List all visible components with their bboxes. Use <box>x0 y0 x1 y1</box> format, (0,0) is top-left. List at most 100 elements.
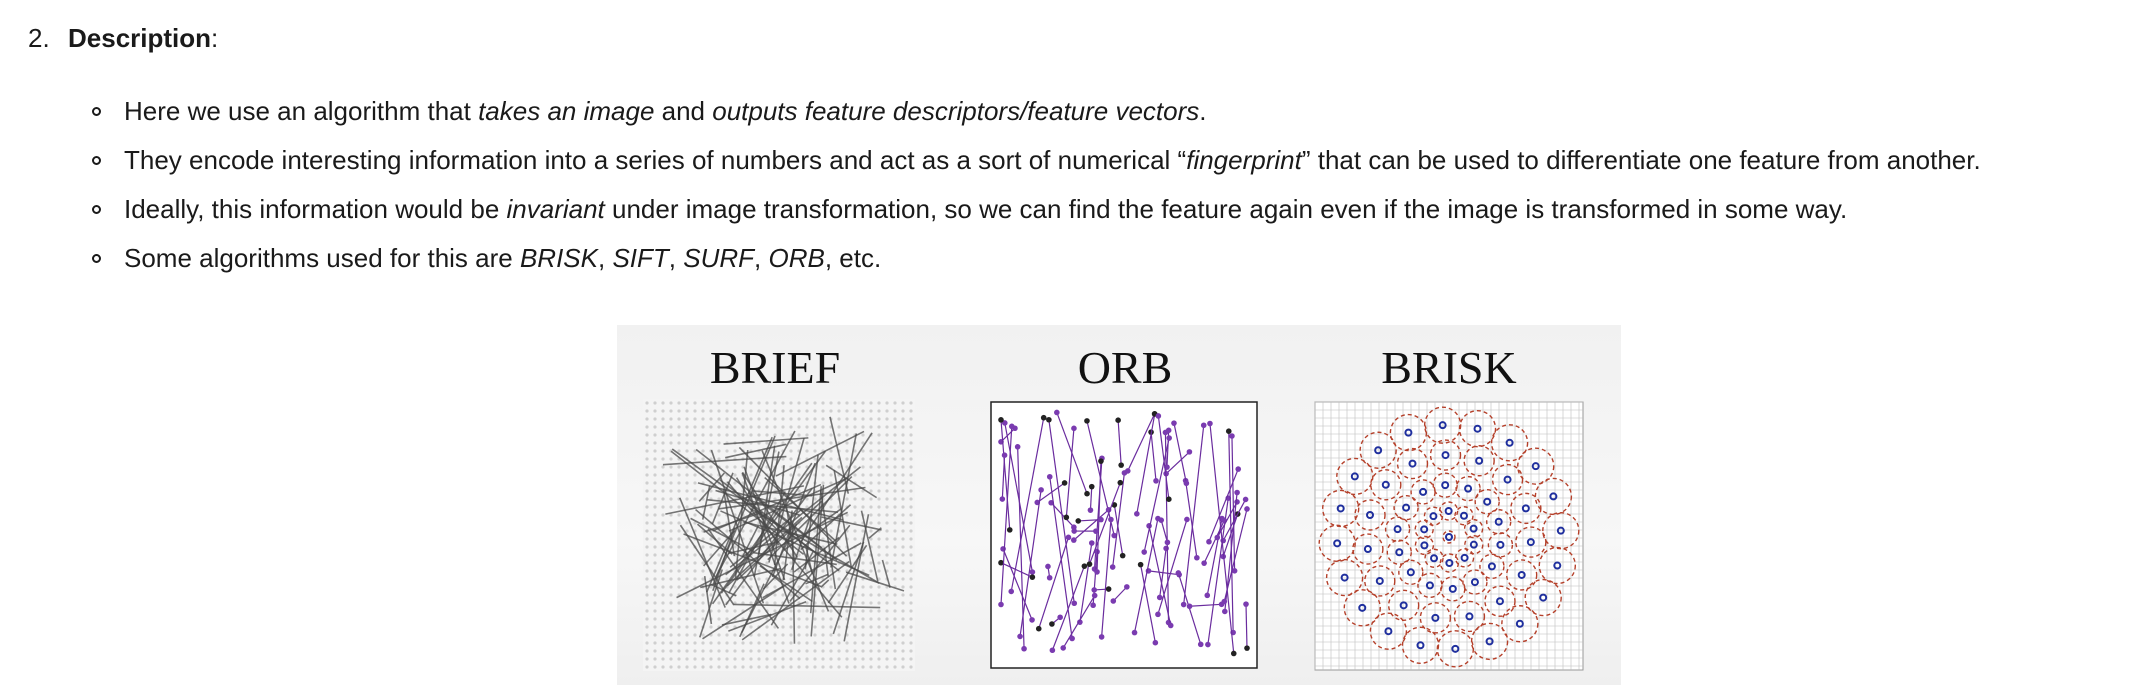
brisk-point <box>1445 558 1454 567</box>
brief-grid-dot <box>661 513 665 517</box>
brisk-point <box>1441 451 1450 460</box>
brief-grid-dot <box>805 401 809 405</box>
brief-grid-dot <box>869 665 873 669</box>
brief-grid-dot <box>661 465 665 469</box>
brief-grid-dot <box>773 625 777 629</box>
brief-grid-dot <box>677 481 681 485</box>
brief-grid-dot <box>821 649 825 653</box>
brief-grid-dot <box>885 529 889 533</box>
text: and <box>654 96 713 126</box>
orb-point <box>1060 645 1067 651</box>
brief-grid-dot <box>701 561 705 565</box>
orb-point <box>1244 506 1250 512</box>
brief-grid-dot <box>909 641 913 645</box>
bullet-icon <box>92 205 101 214</box>
orb-point <box>1065 534 1072 541</box>
brief-grid-dot <box>893 513 897 517</box>
brief-grid-dot <box>885 537 889 541</box>
brief-grid-dot <box>829 649 833 653</box>
brisk-ring <box>1542 511 1580 550</box>
brief-grid-dot <box>653 505 657 509</box>
brief-grid-dot <box>661 481 665 485</box>
brief-grid-dot <box>765 665 769 669</box>
brief-grid-dot <box>885 641 889 645</box>
brief-grid-dot <box>749 657 753 661</box>
brisk-point <box>1553 561 1562 570</box>
brief-grid-dot <box>789 417 793 421</box>
brief-grid-dot <box>861 425 865 429</box>
brief-grid-dot <box>669 617 673 621</box>
brief-grid-dot <box>877 545 881 549</box>
brief-grid-dot <box>645 497 649 501</box>
brief-grid-dot <box>813 417 817 421</box>
orb-point <box>1234 499 1240 505</box>
brief-grid-dot <box>709 433 713 437</box>
brief-grid-dot <box>909 561 913 565</box>
emphasis: outputs feature descriptors/feature vect… <box>712 96 1200 126</box>
brief-grid-dot <box>909 409 913 413</box>
brief-grid-dot <box>797 473 801 477</box>
brief-grid-dot <box>733 465 737 469</box>
brief-grid-dot <box>837 641 841 645</box>
brief-grid-dot <box>853 609 857 613</box>
orb-point <box>1155 515 1161 522</box>
brief-grid-dot <box>725 465 729 469</box>
brief-grid-dot <box>781 593 785 597</box>
brisk-ring <box>1490 424 1529 462</box>
brief-grid-dot <box>813 425 817 429</box>
brief-grid-dot <box>805 625 809 629</box>
brief-grid-dot <box>901 449 905 453</box>
brief-grid-dot <box>685 641 689 645</box>
brief-grid-dot <box>837 665 841 669</box>
brief-grid-dot <box>829 481 833 485</box>
brief-grid-dot <box>901 577 905 581</box>
brief-grid-dot <box>645 457 649 461</box>
brief-grid-dot <box>797 617 801 621</box>
orb-pair-line <box>1078 519 1102 522</box>
brief-grid-dot <box>709 505 713 509</box>
brisk-point <box>1473 424 1482 433</box>
brief-grid-dot <box>669 593 673 597</box>
brief-grid-dot <box>645 577 649 581</box>
brief-pattern <box>643 399 915 671</box>
brief-grid-dot <box>789 569 793 573</box>
orb-point <box>1087 507 1094 513</box>
brief-grid-dot <box>717 609 721 613</box>
brief-grid-dot <box>693 665 697 669</box>
brief-grid-dot <box>893 433 897 437</box>
brief-grid-dot <box>821 601 825 605</box>
brief-grid-dot <box>877 665 881 669</box>
brief-grid-dot <box>853 649 857 653</box>
orb-point <box>1194 554 1200 561</box>
brief-grid-dot <box>805 609 809 613</box>
orb-point <box>1119 552 1126 559</box>
brief-grid-dot <box>733 609 737 613</box>
brief-grid-dot <box>701 457 705 461</box>
orb-point <box>1021 645 1027 652</box>
brief-grid-dot <box>717 617 721 621</box>
brief-grid-dot <box>733 545 737 549</box>
list-item: Here we use an algorithm that takes an i… <box>84 91 2084 132</box>
brief-grid-dot <box>901 481 905 485</box>
brief-grid-dot <box>821 425 825 429</box>
brisk-ring <box>1318 524 1356 563</box>
brief-grid-dot <box>893 417 897 421</box>
brief-grid-dot <box>701 441 705 445</box>
brief-grid-dot <box>757 633 761 637</box>
brisk-point <box>1470 578 1479 587</box>
orb-point <box>1155 413 1162 419</box>
brief-grid-dot <box>853 617 857 621</box>
orb-pair-line <box>1208 468 1239 542</box>
brief-grid-dot <box>773 433 777 437</box>
brief-grid-dot <box>733 665 737 669</box>
brief-pair-line <box>712 483 822 532</box>
brief-grid-dot <box>901 409 905 413</box>
brief-grid-dot <box>821 401 825 405</box>
brief-grid-dot <box>653 561 657 565</box>
brief-grid-dot <box>901 649 905 653</box>
brief-grid-dot <box>845 649 849 653</box>
brief-grid-dot <box>869 561 873 565</box>
brief-grid-dot <box>909 569 913 573</box>
brief-grid-dot <box>877 481 881 485</box>
brief-grid-dot <box>877 657 881 661</box>
